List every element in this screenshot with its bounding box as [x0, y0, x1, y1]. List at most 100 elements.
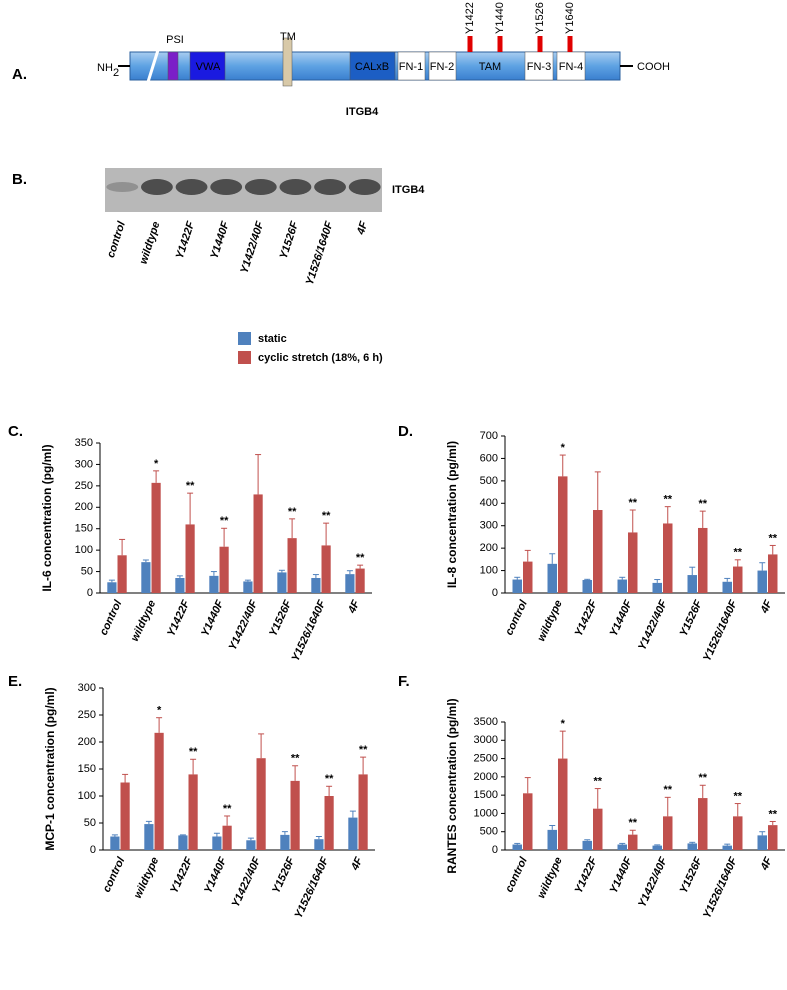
error-bar [244, 579, 251, 582]
panel-label: E. [8, 673, 22, 690]
x-tick-label: 4F [758, 855, 775, 873]
x-tick-label: Y1440F [199, 598, 226, 638]
x-tick-label: control [503, 855, 530, 895]
error-bar [514, 576, 521, 580]
error-bar [119, 538, 126, 556]
x-tick-label: wildtype [535, 855, 564, 900]
y-tick-label: 3000 [474, 734, 498, 746]
bar [698, 798, 708, 850]
bar [120, 782, 130, 850]
x-tick-label: Y1526F [270, 855, 297, 895]
bar [290, 780, 300, 850]
bar [222, 825, 232, 850]
significance: * [154, 458, 159, 470]
lane-label: control [105, 219, 128, 259]
y-tick-label: 200 [78, 736, 96, 748]
bar [617, 579, 627, 593]
diagram-title: ITGB4 [346, 106, 379, 118]
y-tick-label: 100 [78, 790, 96, 802]
error-bar [549, 824, 556, 830]
y-tick-label: 0 [492, 587, 498, 599]
x-tick-label: Y1422/40F [230, 855, 264, 909]
x-tick-label: Y1422F [165, 598, 192, 638]
y-tick-label: 300 [75, 458, 93, 470]
blot-band [141, 179, 173, 195]
x-tick-label: wildtype [535, 598, 564, 643]
x-tick-label: 4F [349, 855, 366, 873]
error-bar [664, 796, 671, 817]
error-bar [247, 837, 254, 841]
significance: * [561, 442, 566, 454]
bar [593, 510, 603, 593]
blot-label: ITGB4 [392, 184, 425, 196]
x-tick-label: Y1440F [608, 855, 635, 895]
bar [246, 840, 256, 850]
error-bar [360, 756, 367, 775]
x-tick-label: control [101, 855, 128, 895]
bar [280, 834, 290, 850]
bar [212, 836, 222, 850]
error-bar [699, 510, 706, 528]
x-tick-label: control [503, 598, 530, 638]
domain-label: VWA [196, 61, 221, 73]
significance: * [561, 718, 566, 730]
error-bar [689, 841, 696, 844]
bar [687, 843, 697, 850]
y-tick-label: 100 [75, 544, 93, 556]
y-tick-label: 150 [78, 763, 96, 775]
bar [117, 555, 127, 593]
bar [355, 568, 365, 593]
bar [768, 554, 778, 593]
x-tick-label: Y1440F [202, 855, 229, 895]
significance: ** [733, 790, 742, 802]
y-axis-title: MCP-1 concentration (pg/ml) [43, 687, 57, 850]
y-tick-label: 0 [90, 844, 96, 856]
lane-label: Y1422/40F [238, 220, 266, 275]
bar [154, 732, 164, 850]
legend-label: cyclic stretch (18%, 6 h) [258, 352, 383, 364]
y-tick-label: 200 [480, 542, 498, 554]
y-tick-label: 1500 [474, 789, 498, 801]
break-mark [146, 49, 160, 83]
bar [144, 824, 154, 850]
error-bar [224, 815, 231, 826]
bar [582, 840, 592, 850]
bar [141, 562, 151, 593]
domain-label: CALxB [355, 61, 389, 73]
y-tick-label: 0 [492, 844, 498, 856]
n-terminus: NH [97, 62, 113, 74]
domain [349, 51, 396, 81]
error-bar [724, 843, 731, 846]
domain-label: TAM [479, 61, 501, 73]
site-label: Y1422 [464, 2, 476, 34]
c-terminus: COOH [637, 61, 670, 73]
panel-label: B. [12, 171, 27, 188]
error-bar [654, 579, 661, 583]
error-bar [255, 454, 262, 495]
x-tick-label: Y1526/1640F [293, 855, 332, 920]
x-tick-label: wildtype [129, 598, 158, 643]
bar [652, 582, 662, 593]
site-marker [467, 36, 473, 52]
bar [523, 793, 533, 850]
y-tick-label: 250 [75, 480, 93, 492]
bar [617, 844, 627, 850]
panel-label: C. [8, 423, 23, 440]
blot-band [314, 179, 346, 195]
bar [107, 582, 117, 593]
y-tick-label: 500 [480, 475, 498, 487]
blot-band [210, 179, 243, 195]
error-bar [734, 559, 741, 567]
significance: ** [291, 753, 300, 765]
significance: ** [628, 817, 637, 829]
error-bar [145, 820, 152, 825]
error-bar [323, 522, 330, 546]
bar [178, 835, 188, 850]
bar [558, 758, 568, 850]
domain [428, 51, 457, 81]
error-bar [524, 549, 531, 562]
bar [110, 836, 120, 850]
blot-band [244, 179, 277, 195]
site-label: Y1640 [564, 2, 576, 34]
bar [628, 532, 638, 593]
